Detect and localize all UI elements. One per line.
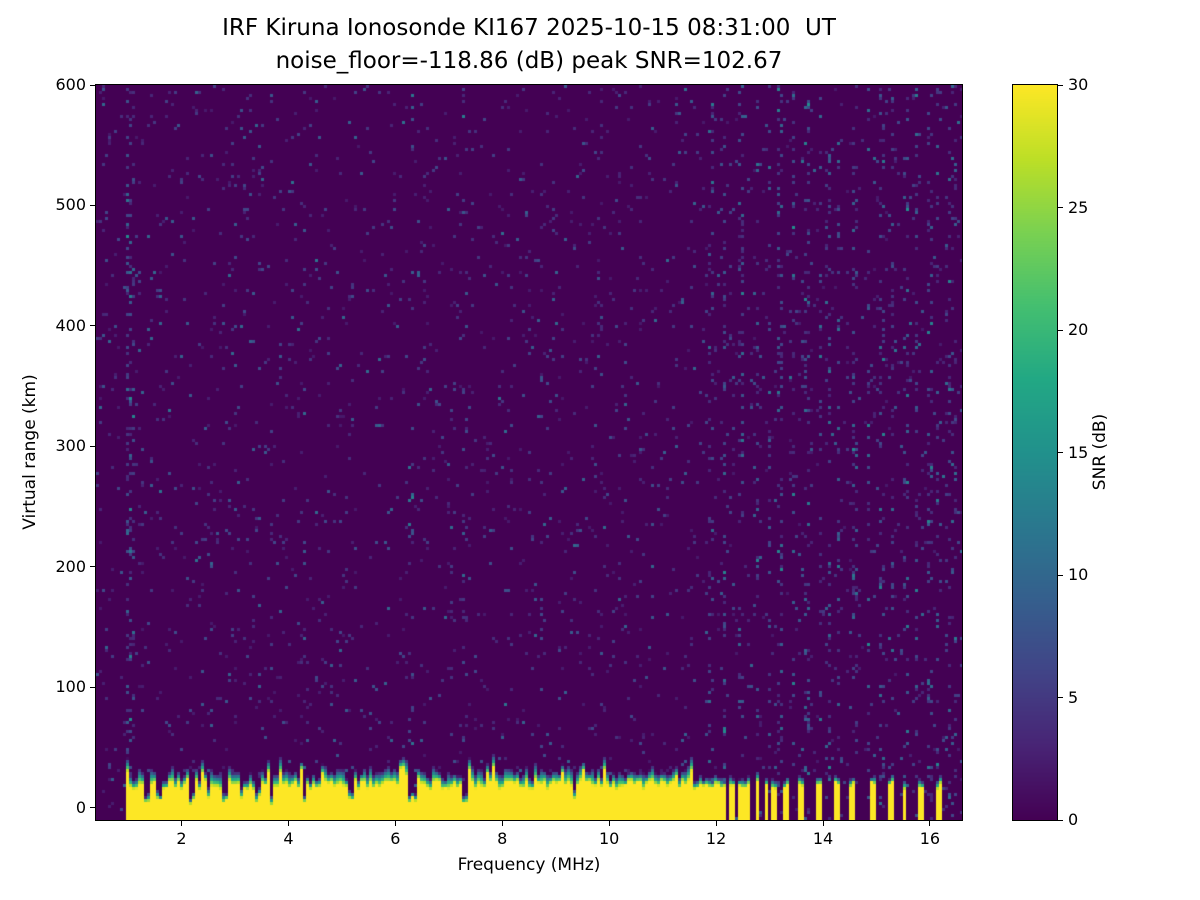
colorbar-tick-label: 5 (1068, 687, 1079, 707)
y-tick-mark (90, 445, 95, 447)
colorbar-gradient-canvas (1013, 85, 1057, 820)
x-tick-mark (501, 821, 503, 826)
y-tick-mark (90, 566, 95, 568)
x-tick-mark (715, 821, 717, 826)
colorbar-tick-mark (1058, 819, 1063, 821)
x-tick-mark (608, 821, 610, 826)
x-tick-label: 12 (705, 829, 727, 848)
ionogram-heatmap-canvas (96, 85, 962, 820)
colorbar-tick-label: 25 (1068, 197, 1089, 217)
y-tick-label: 400 (55, 315, 86, 335)
colorbar-tick-label: 10 (1068, 565, 1089, 584)
heatmap-plot-area (95, 84, 963, 821)
chart-title-line2: noise_floor=-118.86 (dB) peak SNR=102.67 (275, 48, 783, 74)
x-tick-label: 6 (390, 829, 401, 848)
chart-title-line1: IRF Kiruna Ionosonde KI167 2025-10-15 08… (222, 15, 836, 41)
colorbar-tick-label: 30 (1068, 75, 1089, 94)
y-tick-label: 300 (55, 436, 86, 456)
y-tick-label: 200 (55, 556, 86, 576)
x-axis-label: Frequency (MHz) (457, 855, 601, 875)
colorbar-tick-mark (1058, 452, 1063, 453)
colorbar-tick-mark (1058, 574, 1063, 576)
x-tick-label: 16 (919, 829, 941, 848)
x-tick-mark (394, 821, 396, 826)
y-tick-label: 0 (75, 797, 86, 817)
x-tick-label: 4 (283, 829, 294, 848)
colorbar-tick-label: 20 (1068, 320, 1089, 339)
y-tick-label: 500 (55, 195, 86, 215)
colorbar-tick-mark (1058, 329, 1063, 331)
chart-title: IRF Kiruna Ionosonde KI167 2025-10-15 08… (96, 12, 962, 78)
x-tick-label: 8 (497, 829, 508, 848)
y-tick-mark (90, 84, 95, 86)
colorbar-tick-mark (1058, 207, 1063, 208)
colorbar (1012, 84, 1058, 821)
y-tick-mark (90, 204, 95, 206)
x-tick-mark (181, 821, 183, 826)
colorbar-tick-mark (1058, 84, 1063, 86)
y-tick-mark (90, 686, 95, 688)
colorbar-tick-label: 15 (1068, 442, 1089, 462)
colorbar-tick-mark (1058, 697, 1063, 698)
y-tick-mark (90, 325, 95, 327)
y-tick-mark (90, 807, 95, 809)
colorbar-tick-label: 0 (1068, 810, 1079, 829)
x-tick-label: 10 (598, 829, 620, 848)
y-tick-label: 600 (55, 75, 86, 94)
y-tick-label: 100 (55, 677, 86, 697)
x-tick-mark (929, 821, 931, 826)
x-tick-label: 2 (176, 829, 187, 848)
x-tick-mark (287, 821, 289, 826)
x-tick-label: 14 (812, 829, 834, 848)
x-tick-mark (822, 821, 824, 826)
